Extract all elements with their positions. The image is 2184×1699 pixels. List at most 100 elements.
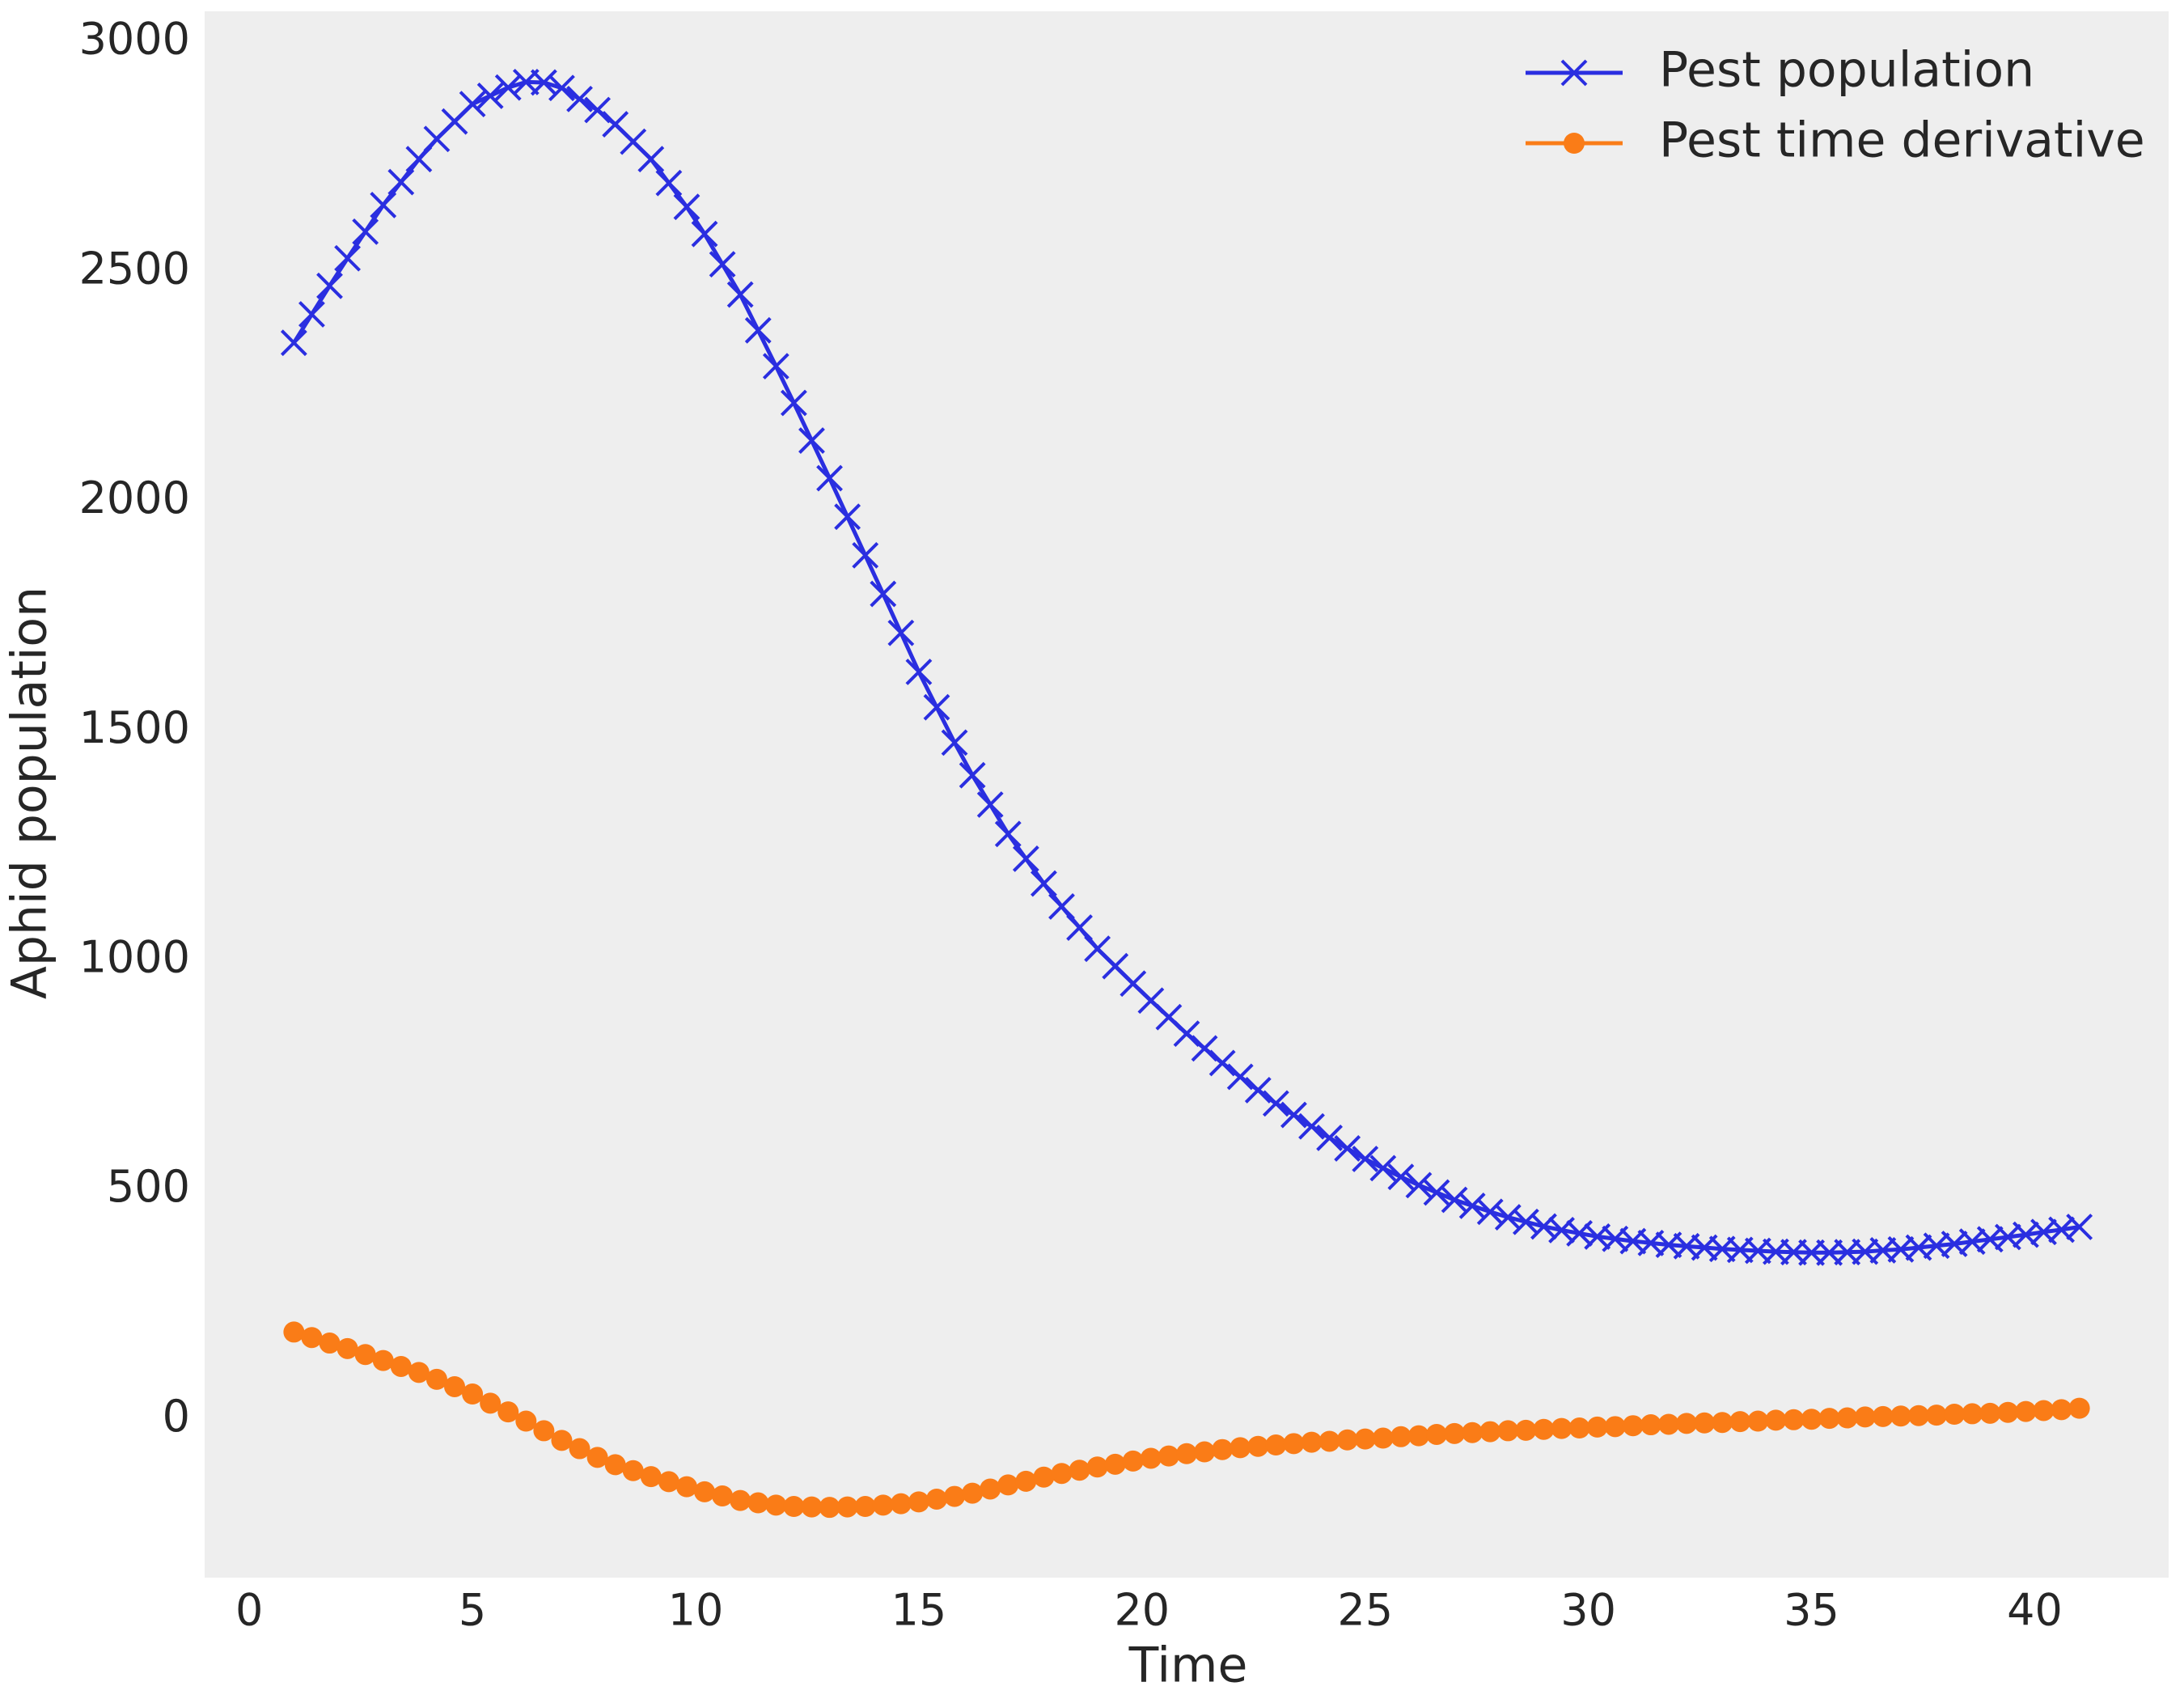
data-point <box>334 244 361 272</box>
data-point <box>694 1481 716 1502</box>
data-point <box>1783 1409 1805 1430</box>
data-point <box>551 1430 573 1451</box>
data-point <box>1962 1403 1983 1425</box>
data-point <box>1372 1427 1394 1449</box>
data-point <box>783 1496 805 1518</box>
data-point <box>1676 1413 1698 1434</box>
data-point <box>1336 1429 1358 1451</box>
data-point <box>336 1337 358 1359</box>
data-point <box>1173 1020 1200 1048</box>
y-tick-label: 2000 <box>79 472 190 523</box>
y-tick-label: 500 <box>107 1161 190 1212</box>
data-point <box>462 1383 484 1405</box>
data-point <box>548 74 575 102</box>
data-point <box>1836 1407 1858 1429</box>
x-tick-label: 25 <box>1337 1585 1393 1636</box>
x-tick-label: 30 <box>1560 1585 1616 1636</box>
legend-label: Pest time derivative <box>1659 112 2145 169</box>
data-point <box>1568 1417 1590 1439</box>
data-point <box>316 272 343 299</box>
data-point <box>1604 1416 1626 1438</box>
data-point <box>1944 1404 1966 1426</box>
data-point <box>1086 1456 1108 1478</box>
data-point <box>816 464 843 492</box>
x-tick-label: 20 <box>1114 1585 1170 1636</box>
y-tick-label: 2500 <box>79 243 190 294</box>
data-point <box>569 1438 590 1460</box>
data-point <box>1212 1438 1234 1460</box>
data-point <box>887 619 915 646</box>
data-point <box>1854 1406 1876 1428</box>
data-point <box>726 281 754 308</box>
data-point <box>1462 1421 1484 1443</box>
legend-marker <box>1564 133 1585 154</box>
data-point <box>530 69 557 96</box>
data-point <box>1369 1155 1397 1182</box>
data-point <box>2066 1214 2093 1240</box>
data-point <box>1712 1412 1733 1434</box>
x-tick-label: 40 <box>2007 1585 2063 1636</box>
x-tick-label: 15 <box>891 1585 947 1636</box>
data-point <box>283 1321 305 1343</box>
x-tick-label: 0 <box>235 1585 263 1636</box>
data-point <box>1622 1415 1644 1437</box>
data-point <box>834 503 861 531</box>
data-point <box>1497 1420 1519 1442</box>
data-point <box>1423 1179 1450 1206</box>
data-point <box>762 353 789 380</box>
data-point <box>1069 1460 1090 1481</box>
data-point <box>1640 1414 1661 1436</box>
data-point <box>908 1491 929 1513</box>
data-point <box>1515 1419 1537 1441</box>
data-point <box>658 1471 679 1493</box>
data-point <box>872 1494 894 1516</box>
data-point <box>387 168 415 196</box>
data-point <box>1191 1035 1218 1062</box>
data-point <box>905 659 933 685</box>
data-point <box>1801 1409 1822 1430</box>
data-point <box>1208 1049 1236 1077</box>
data-point <box>637 146 665 173</box>
data-point <box>566 85 593 112</box>
data-point <box>1476 1198 1504 1226</box>
data-point <box>1729 1411 1751 1433</box>
data-point <box>1334 1135 1361 1162</box>
data-point <box>1015 1470 1037 1492</box>
data-point <box>655 169 683 197</box>
data-point <box>980 1478 1001 1500</box>
data-point <box>480 1392 502 1414</box>
data-point <box>747 1492 769 1514</box>
data-point <box>1176 1443 1197 1464</box>
data-point <box>997 1474 1019 1496</box>
data-point <box>1426 1423 1448 1445</box>
data-point <box>994 820 1022 848</box>
data-point <box>280 329 307 357</box>
data-point <box>1657 1413 1679 1435</box>
data-point <box>1694 1412 1716 1434</box>
data-point <box>819 1497 840 1519</box>
data-point <box>533 1420 555 1442</box>
data-point <box>1280 1101 1307 1129</box>
data-point <box>1226 1063 1254 1091</box>
data-point <box>1405 1172 1433 1199</box>
data-point <box>2068 1397 2090 1419</box>
x-tick-label: 35 <box>1784 1585 1839 1636</box>
data-point <box>1140 1447 1162 1469</box>
data-point <box>1283 1433 1305 1455</box>
legend-label: Pest population <box>1659 42 2034 99</box>
data-point <box>494 74 522 101</box>
data-point <box>1890 1405 1911 1427</box>
data-point <box>1354 1428 1376 1450</box>
data-point <box>836 1496 858 1518</box>
data-point <box>976 791 1004 818</box>
data-point <box>1997 1401 2019 1423</box>
data-point <box>1533 1418 1555 1440</box>
data-point <box>1051 1463 1073 1485</box>
data-point <box>852 541 879 569</box>
x-axis-label: Time <box>1128 1638 1248 1694</box>
data-point <box>1907 1405 1929 1426</box>
data-point <box>1407 1425 1429 1447</box>
data-point <box>372 1349 394 1371</box>
data-point <box>1194 1441 1216 1463</box>
y-tick-label: 1500 <box>79 702 190 753</box>
